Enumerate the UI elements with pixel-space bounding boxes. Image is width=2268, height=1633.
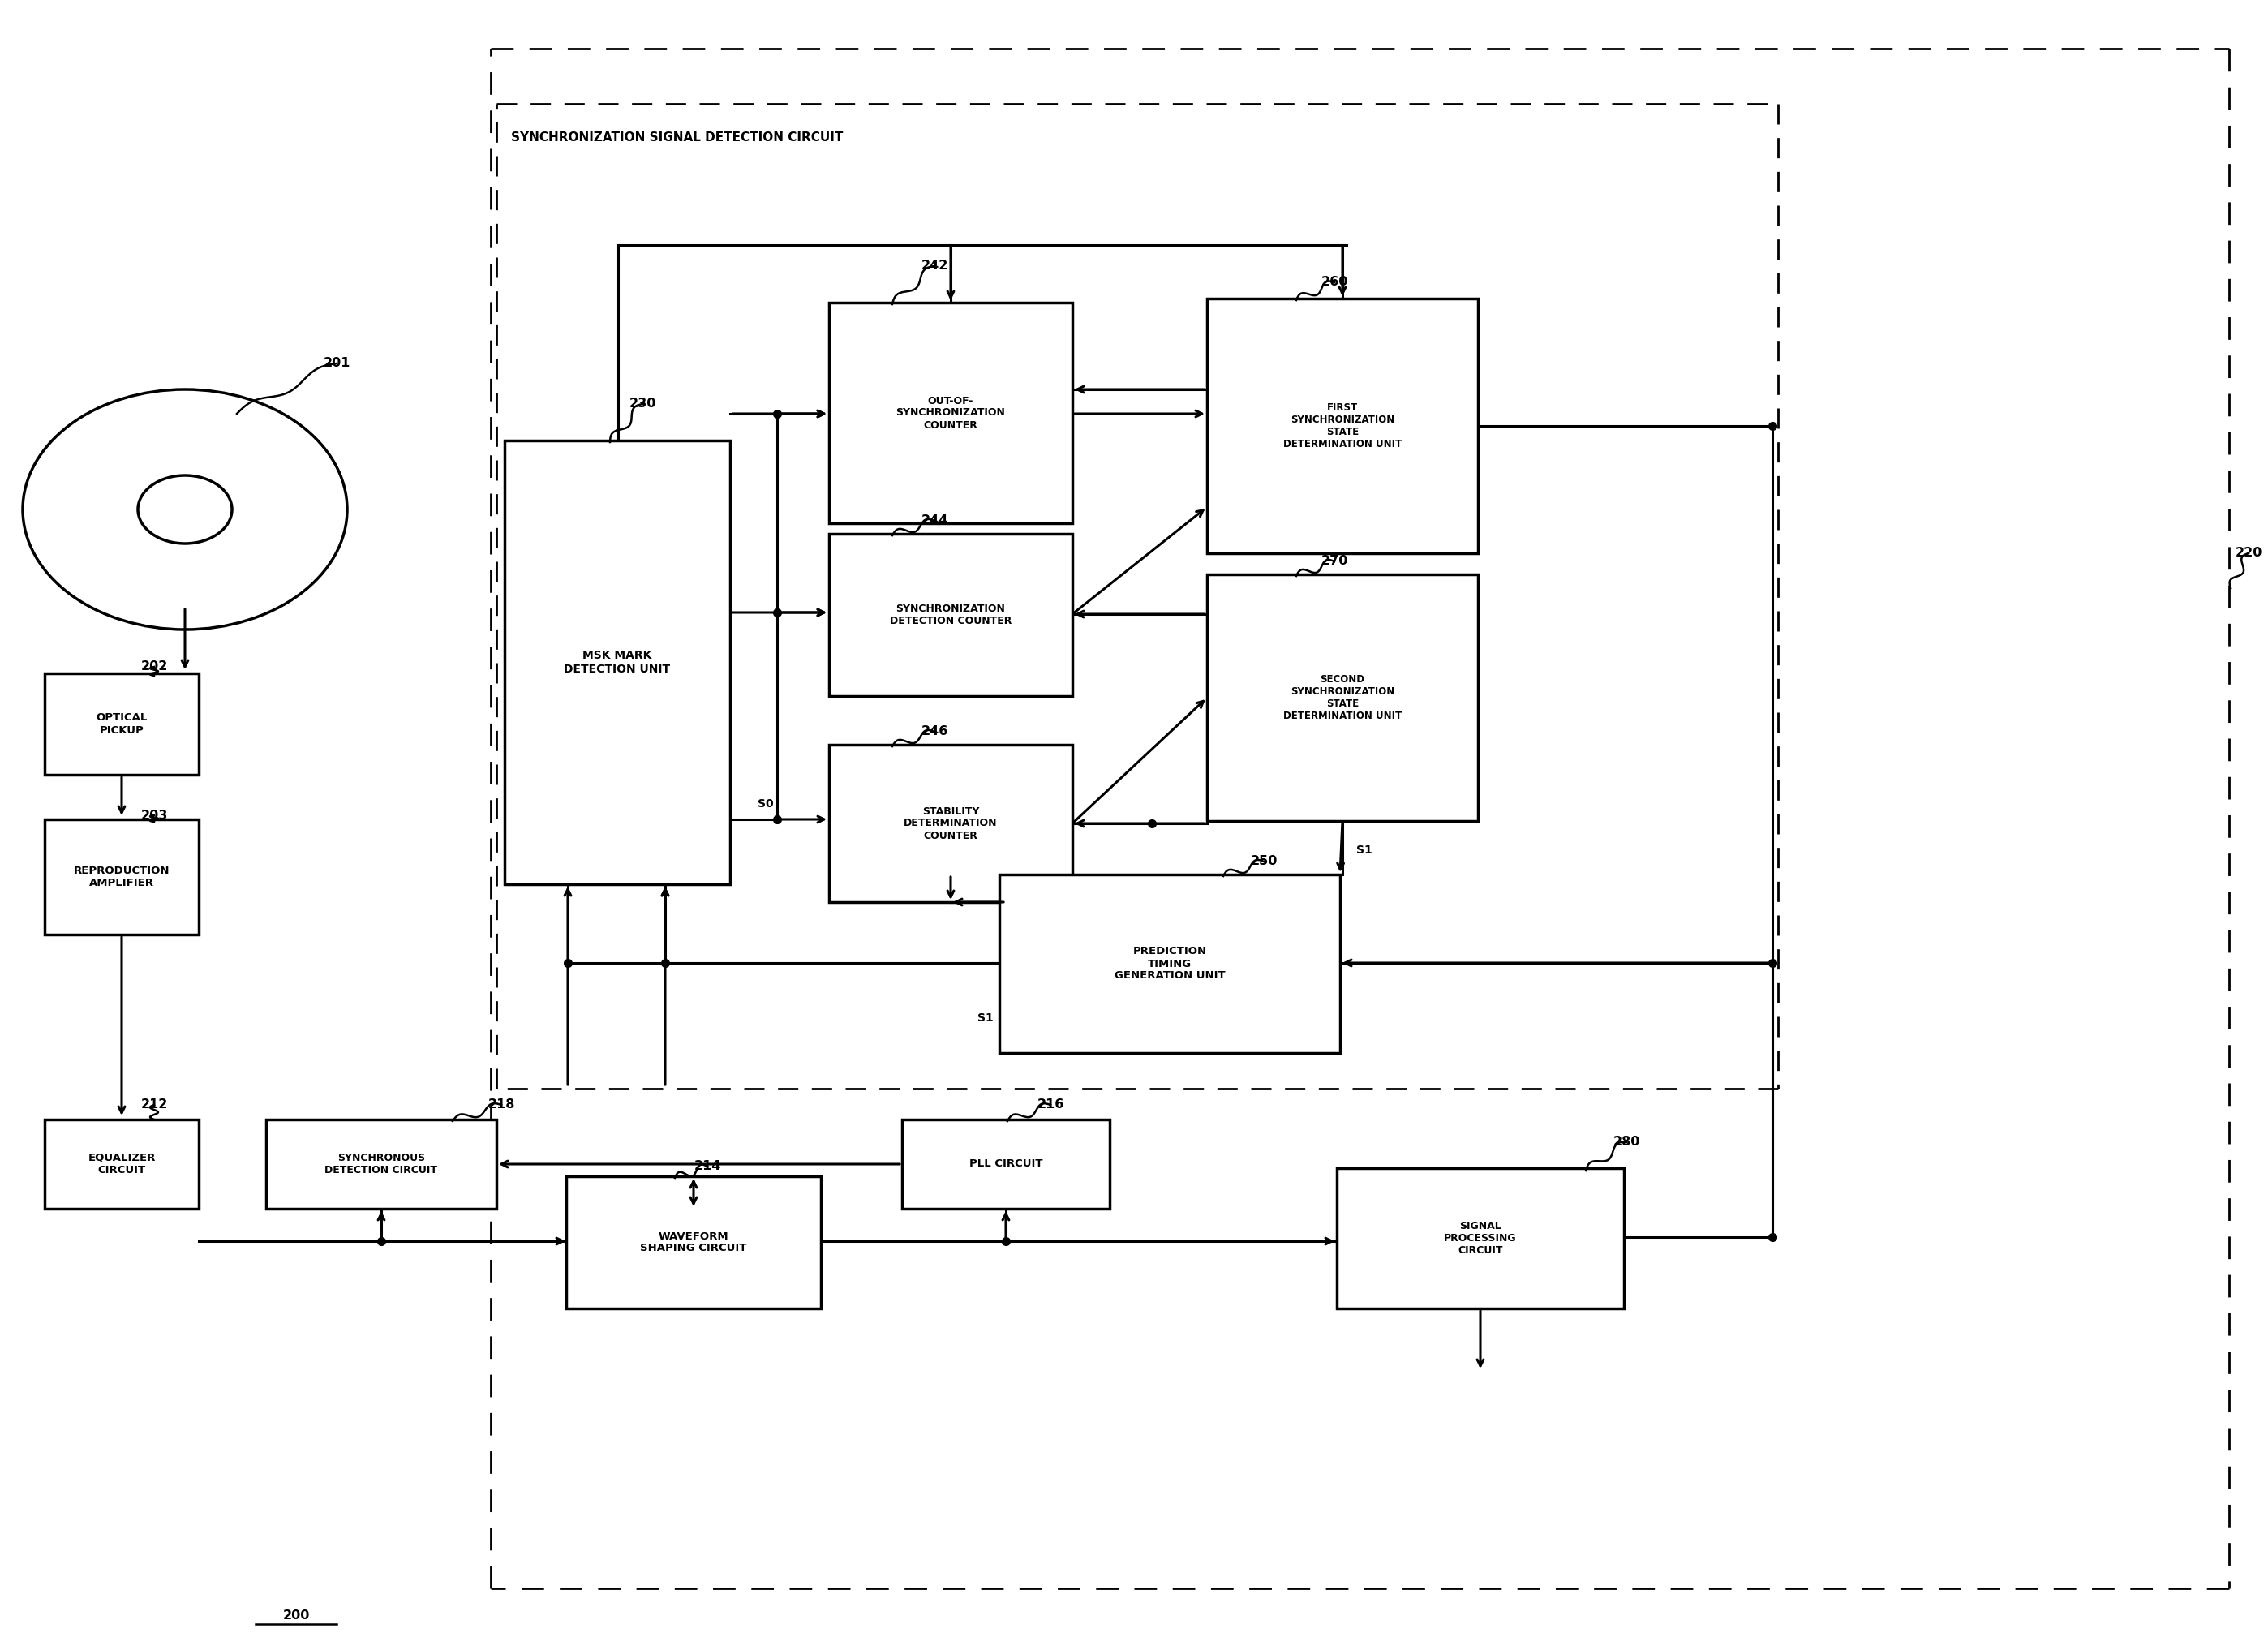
Text: 242: 242 xyxy=(921,260,948,273)
FancyBboxPatch shape xyxy=(1207,299,1479,554)
Text: 220: 220 xyxy=(2234,547,2261,560)
FancyBboxPatch shape xyxy=(567,1176,821,1308)
Text: SECOND
SYNCHRONIZATION
STATE
DETERMINATION UNIT: SECOND SYNCHRONIZATION STATE DETERMINATI… xyxy=(1284,674,1402,722)
Text: OPTICAL
PICKUP: OPTICAL PICKUP xyxy=(95,712,147,735)
Text: OUT-OF-
SYNCHRONIZATION
COUNTER: OUT-OF- SYNCHRONIZATION COUNTER xyxy=(896,395,1005,431)
Text: REPRODUCTION
AMPLIFIER: REPRODUCTION AMPLIFIER xyxy=(73,865,170,888)
FancyBboxPatch shape xyxy=(830,302,1073,523)
Text: 218: 218 xyxy=(488,1099,515,1110)
Text: S1: S1 xyxy=(1356,844,1372,856)
Text: 212: 212 xyxy=(141,1099,168,1110)
Text: 244: 244 xyxy=(921,514,948,527)
Text: 250: 250 xyxy=(1250,856,1277,867)
Text: 280: 280 xyxy=(1613,1137,1640,1148)
FancyBboxPatch shape xyxy=(830,534,1073,696)
FancyBboxPatch shape xyxy=(1336,1168,1624,1308)
Text: SYNCHRONOUS
DETECTION CIRCUIT: SYNCHRONOUS DETECTION CIRCUIT xyxy=(324,1153,438,1176)
FancyBboxPatch shape xyxy=(1207,575,1479,821)
Text: PREDICTION
TIMING
GENERATION UNIT: PREDICTION TIMING GENERATION UNIT xyxy=(1114,946,1225,981)
Text: WAVEFORM
SHAPING CIRCUIT: WAVEFORM SHAPING CIRCUIT xyxy=(640,1231,746,1254)
Ellipse shape xyxy=(23,389,347,629)
FancyBboxPatch shape xyxy=(830,745,1073,901)
Text: 230: 230 xyxy=(628,398,655,410)
Text: EQUALIZER
CIRCUIT: EQUALIZER CIRCUIT xyxy=(88,1153,156,1176)
FancyBboxPatch shape xyxy=(45,820,200,934)
Text: 214: 214 xyxy=(694,1161,721,1172)
Text: 200: 200 xyxy=(284,1610,311,1622)
FancyBboxPatch shape xyxy=(45,673,200,774)
Text: 260: 260 xyxy=(1320,276,1347,289)
Text: 201: 201 xyxy=(322,358,349,369)
Text: STABILITY
DETERMINATION
COUNTER: STABILITY DETERMINATION COUNTER xyxy=(905,807,998,841)
Text: 270: 270 xyxy=(1320,555,1347,567)
Text: 246: 246 xyxy=(921,725,948,738)
Text: 216: 216 xyxy=(1036,1099,1064,1110)
FancyBboxPatch shape xyxy=(265,1120,497,1208)
Text: SIGNAL
PROCESSING
CIRCUIT: SIGNAL PROCESSING CIRCUIT xyxy=(1445,1221,1517,1256)
Ellipse shape xyxy=(138,475,231,544)
Text: FIRST
SYNCHRONIZATION
STATE
DETERMINATION UNIT: FIRST SYNCHRONIZATION STATE DETERMINATIO… xyxy=(1284,402,1402,449)
FancyBboxPatch shape xyxy=(1000,875,1340,1053)
Text: S0: S0 xyxy=(758,799,773,810)
Text: SYNCHRONIZATION
DETECTION COUNTER: SYNCHRONIZATION DETECTION COUNTER xyxy=(889,604,1012,627)
FancyBboxPatch shape xyxy=(903,1120,1109,1208)
Text: MSK MARK
DETECTION UNIT: MSK MARK DETECTION UNIT xyxy=(565,650,671,674)
Text: 203: 203 xyxy=(141,810,168,821)
FancyBboxPatch shape xyxy=(45,1120,200,1208)
Text: 202: 202 xyxy=(141,661,168,673)
Text: S1: S1 xyxy=(978,1012,993,1024)
Text: SYNCHRONIZATION SIGNAL DETECTION CIRCUIT: SYNCHRONIZATION SIGNAL DETECTION CIRCUIT xyxy=(510,131,844,144)
FancyBboxPatch shape xyxy=(503,441,730,883)
Text: PLL CIRCUIT: PLL CIRCUIT xyxy=(968,1159,1043,1169)
